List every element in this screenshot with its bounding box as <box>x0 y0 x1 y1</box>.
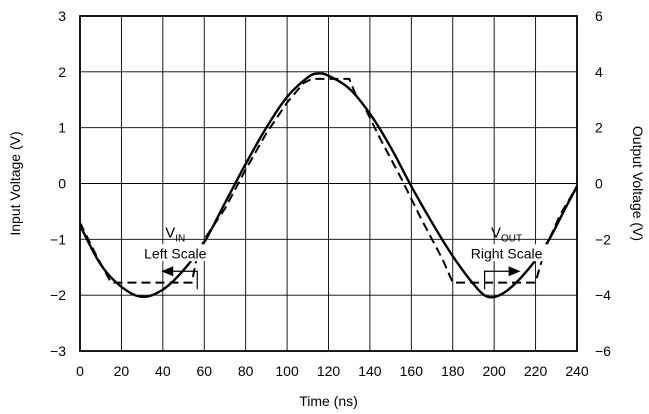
y-tick-label-left: 3 <box>58 8 66 24</box>
y-tick-label-right: −6 <box>595 343 611 359</box>
y-tick-label-left: −3 <box>50 343 66 359</box>
series-line-vin <box>78 72 579 299</box>
y-tick-label-right: 6 <box>595 8 603 24</box>
y-tick-label-right: −4 <box>595 287 611 303</box>
x-tick-label: 100 <box>275 363 299 379</box>
tick-labels: 0 20 40 60 80 100 120 140 160 180 200 220 240−3−2−10… <box>50 8 611 379</box>
annotation-arrowhead <box>161 266 174 277</box>
y-tick-label-left: 1 <box>58 120 66 136</box>
x-tick-label: 240 <box>565 363 589 379</box>
x-tick-label: 80 <box>238 363 254 379</box>
y-tick-label-left: −1 <box>50 231 66 247</box>
grid <box>80 16 577 351</box>
series-layer <box>78 72 579 299</box>
x-tick-label: 140 <box>358 363 382 379</box>
x-tick-label: 120 <box>317 363 341 379</box>
x-tick-label: 200 <box>482 363 506 379</box>
annotation-title: VOUT <box>491 224 522 244</box>
annotation-label-bg <box>462 244 551 262</box>
plot-frame <box>79 15 578 352</box>
y-tick-label-right: −2 <box>595 231 611 247</box>
annotation-arrow-line <box>483 270 509 290</box>
annotation-label: Left Scale <box>144 245 206 261</box>
x-tick-label: 180 <box>441 363 465 379</box>
annotation-arrow-line <box>173 270 198 290</box>
x-tick-label: 0 <box>76 363 84 379</box>
x-tick-label: 40 <box>155 363 171 379</box>
annotation-label-bg <box>135 244 216 262</box>
y-tick-label-right: 4 <box>595 64 603 80</box>
x-tick-label: 60 <box>196 363 212 379</box>
y-tick-label-left: 0 <box>58 176 66 192</box>
annotation-title: VIN <box>165 224 185 244</box>
y-tick-label-right: 2 <box>595 120 603 136</box>
y-axis-label-left: Input Voltage (V) <box>7 131 23 235</box>
series-line-vout <box>79 77 578 284</box>
x-tick-label: 160 <box>400 363 424 379</box>
x-tick-label: 20 <box>114 363 130 379</box>
y-tick-label-left: 2 <box>58 64 66 80</box>
y-tick-label-left: −2 <box>50 287 66 303</box>
y-axis-label-right: Output Voltage (V) <box>630 126 646 241</box>
annotation-label: Right Scale <box>471 245 543 261</box>
y-tick-label-right: 0 <box>595 176 603 192</box>
annotation-arrowhead <box>508 266 521 277</box>
x-tick-label: 220 <box>524 363 548 379</box>
x-axis-label: Time (ns) <box>299 393 358 409</box>
